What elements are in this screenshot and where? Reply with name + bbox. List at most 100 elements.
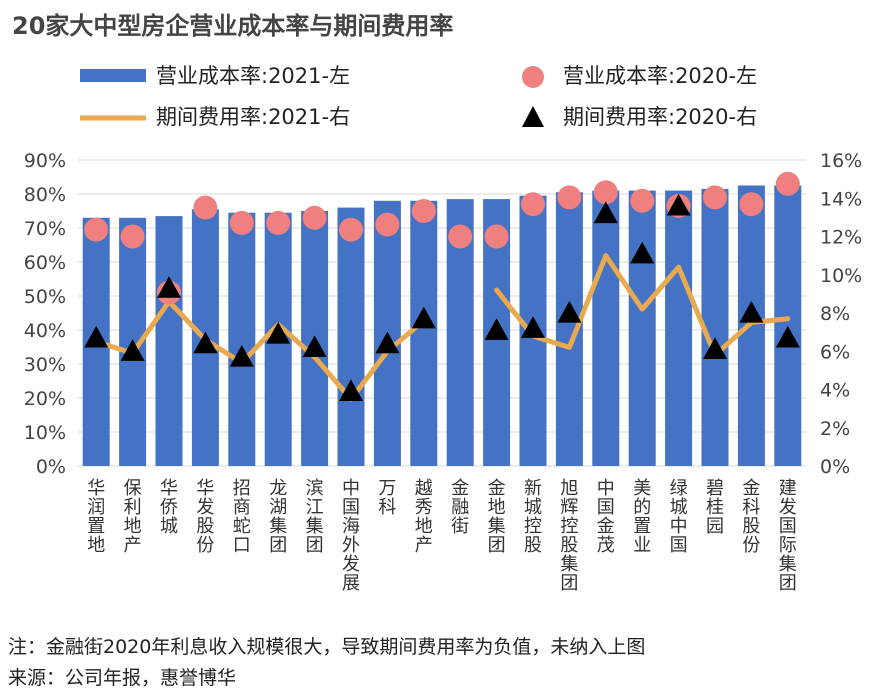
expense-ratio-2021-line xyxy=(494,253,791,358)
cost-ratio-2020-dot xyxy=(411,199,436,223)
expense-ratio-2020-triangle xyxy=(84,325,109,348)
right-tick-label: 8% xyxy=(820,303,850,325)
right-axis: 0% 2% 4% 6% 8% 10% 12% 14% 16% xyxy=(820,150,862,478)
left-tick-label: 10% xyxy=(24,422,66,444)
expense-ratio-2020-triangle xyxy=(739,301,764,323)
legend-dot-swatch xyxy=(522,66,544,88)
category-label: 越秀地产 xyxy=(415,478,433,556)
bar xyxy=(228,212,256,466)
cost-ratio-2020-dot xyxy=(521,192,545,217)
left-tick-label: 60% xyxy=(24,252,66,274)
cost-ratio-2020-dot xyxy=(120,224,145,249)
footnote-note: 注：金融街2020年利息收入规模很大，导致期间费用率为负值，未纳入上图 xyxy=(8,636,645,658)
cost-ratio-2020-dot xyxy=(703,185,727,210)
triangle-series xyxy=(84,193,800,402)
footnote-source: 来源：公司年报，惠誉博华 xyxy=(8,667,236,689)
legend-bar-swatch xyxy=(80,69,146,82)
cost-ratio-2020-dot xyxy=(775,171,800,196)
category-label: 金科股份 xyxy=(742,478,760,556)
expense-ratio-2020-triangle xyxy=(193,331,218,354)
expense-ratio-2020-triangle xyxy=(302,335,327,358)
chart-title: 20家大中型房企营业成本率与期间费用率 xyxy=(12,12,453,40)
left-tick-label: 70% xyxy=(24,218,66,240)
expense-ratio-2020-triangle xyxy=(593,201,618,224)
category-label: 保利地产 xyxy=(124,478,142,556)
category-label: 华侨城 xyxy=(160,478,178,537)
expense-ratio-2020-triangle xyxy=(120,339,145,361)
bar xyxy=(628,190,656,466)
cost-ratio-2020-dot xyxy=(630,188,655,213)
expense-ratio-2020-triangle xyxy=(521,316,545,338)
left-tick-label: 20% xyxy=(24,388,66,410)
cost-ratio-2020-dot xyxy=(193,195,218,220)
bar xyxy=(665,190,693,466)
category-label: 美的置业 xyxy=(633,478,651,556)
cost-ratio-2020-dot xyxy=(302,205,327,230)
legend-label: 期间费用率:2020-右 xyxy=(563,105,757,129)
bar xyxy=(592,190,620,466)
expense-ratio-2020-triangle xyxy=(229,344,254,367)
cost-ratio-2020-dot xyxy=(739,192,764,217)
category-label: 万科 xyxy=(378,478,396,518)
category-label: 建发国际集团 xyxy=(779,478,797,594)
legend-label: 期间费用率:2021-右 xyxy=(156,105,350,129)
right-tick-label: 0% xyxy=(820,456,850,478)
category-label: 招商蛇口 xyxy=(233,478,251,556)
right-tick-label: 4% xyxy=(820,380,850,402)
left-tick-label: 30% xyxy=(24,354,66,376)
cost-ratio-2020-dot xyxy=(339,217,363,242)
expense-ratio-2020-triangle xyxy=(375,331,400,354)
left-tick-label: 0% xyxy=(36,456,66,478)
category-label: 华润置地 xyxy=(87,478,105,556)
expense-ratio-2020-triangle xyxy=(775,325,800,348)
cost-ratio-2020-dot xyxy=(266,210,291,235)
expense-ratio-2021-line xyxy=(93,299,427,402)
category-label: 华发股份 xyxy=(196,478,214,556)
legend-label: 营业成本率:2020-左 xyxy=(563,64,757,88)
expense-ratio-2020-triangle xyxy=(557,301,582,323)
right-tick-label: 12% xyxy=(820,227,862,249)
left-tick-label: 40% xyxy=(24,320,66,342)
right-tick-label: 14% xyxy=(820,188,862,210)
right-tick-label: 6% xyxy=(820,341,850,363)
category-label: 中国海外发展 xyxy=(342,478,360,594)
category-label: 旭辉控股集团 xyxy=(560,478,578,594)
category-label: 滨江集团 xyxy=(306,478,324,556)
expense-ratio-2020-triangle xyxy=(484,318,509,340)
cost-ratio-2020-dot xyxy=(484,224,509,249)
right-tick-label: 10% xyxy=(820,265,862,287)
category-label: 龙湖集团 xyxy=(269,478,287,556)
category-label: 金地集团 xyxy=(488,478,506,556)
legend-triangle-swatch xyxy=(522,106,544,127)
legend-label: 营业成本率:2021-左 xyxy=(156,64,350,88)
left-tick-label: 80% xyxy=(24,184,66,206)
bar xyxy=(774,185,802,466)
expense-ratio-2020-triangle xyxy=(666,193,691,216)
line-series xyxy=(93,253,791,402)
bar xyxy=(337,207,365,466)
right-tick-label: 2% xyxy=(820,418,850,440)
category-label: 碧桂园 xyxy=(706,478,724,537)
category-label: 新城控股 xyxy=(524,478,542,556)
cost-ratio-2020-dot xyxy=(448,224,473,249)
left-tick-label: 90% xyxy=(24,150,66,172)
expense-ratio-2020-triangle xyxy=(266,322,291,344)
right-tick-label: 16% xyxy=(820,150,862,172)
category-label: 绿城中国 xyxy=(670,478,688,556)
expense-ratio-2020-triangle xyxy=(339,379,363,402)
expense-ratio-2020-triangle xyxy=(630,241,655,264)
bar xyxy=(155,216,183,466)
bar xyxy=(410,200,438,467)
cost-ratio-2020-dot xyxy=(557,185,582,210)
cost-ratio-2020-dot xyxy=(375,212,400,237)
dot-series xyxy=(84,171,800,305)
category-label: 中国金茂 xyxy=(597,478,615,556)
cost-ratio-2020-dot xyxy=(593,180,618,205)
left-tick-label: 50% xyxy=(24,286,66,308)
expense-ratio-2020-triangle xyxy=(703,337,727,359)
cost-ratio-2020-dot xyxy=(84,217,109,242)
expense-ratio-2020-triangle xyxy=(411,306,436,329)
